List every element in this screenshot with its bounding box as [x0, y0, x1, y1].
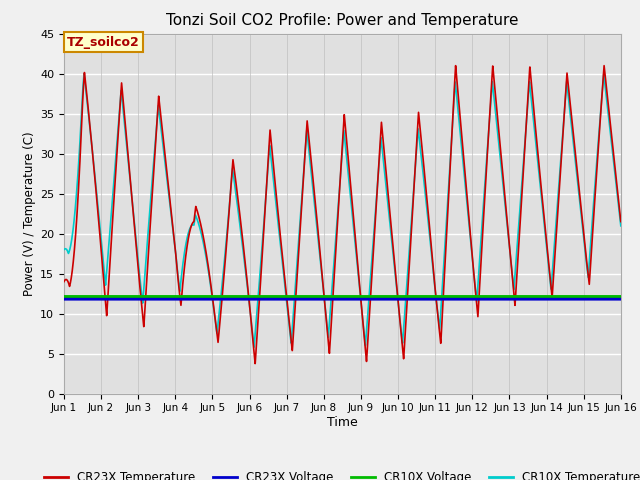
- Text: TZ_soilco2: TZ_soilco2: [67, 36, 140, 48]
- Legend: CR23X Temperature, CR23X Voltage, CR10X Voltage, CR10X Temperature: CR23X Temperature, CR23X Voltage, CR10X …: [40, 466, 640, 480]
- X-axis label: Time: Time: [327, 416, 358, 429]
- Title: Tonzi Soil CO2 Profile: Power and Temperature: Tonzi Soil CO2 Profile: Power and Temper…: [166, 13, 518, 28]
- Y-axis label: Power (V) / Temperature (C): Power (V) / Temperature (C): [23, 132, 36, 296]
